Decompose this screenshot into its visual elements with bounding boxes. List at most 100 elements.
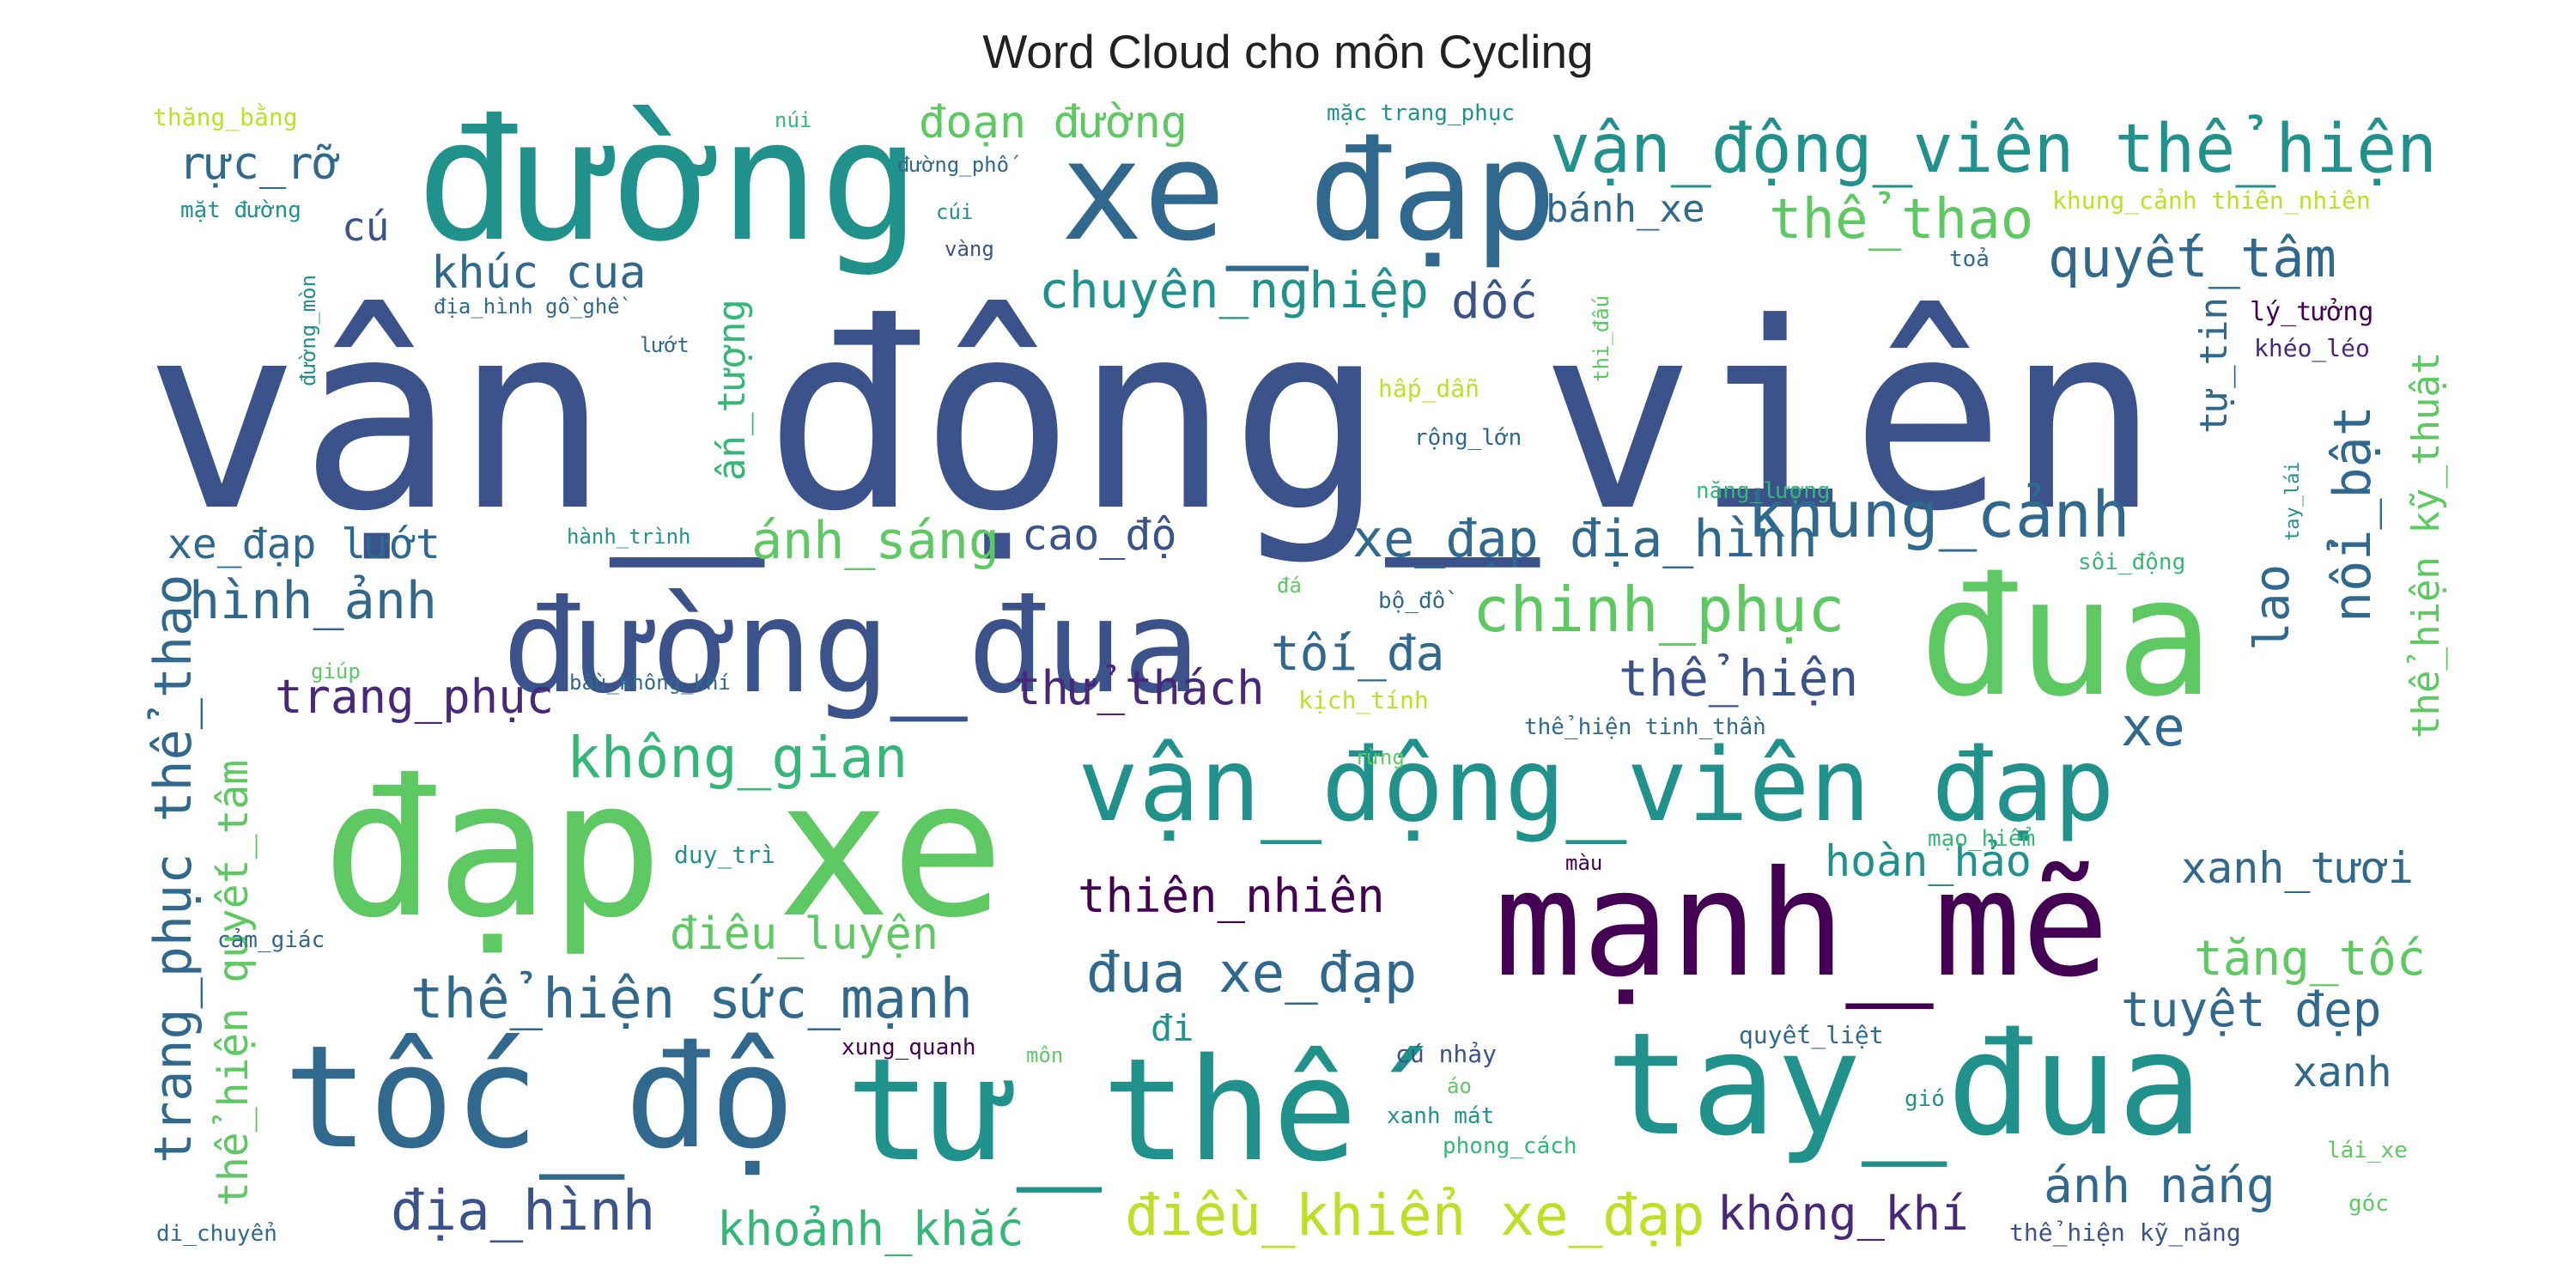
word-80: bầu_không_khí [569,671,731,695]
chart-title: Word Cloud cho môn Cycling [982,25,1594,78]
word-91: quyết_liệt [1739,1021,1884,1050]
word-16: điều_khiển xe_đạp [1125,1182,1705,1249]
word-33: tối_đa [1271,626,1444,682]
word-82: thể_hiện tinh_thần [1524,714,1766,740]
word-64: toả [1949,246,1990,272]
word-5: tốc_độ [283,1015,795,1180]
word-29: tăng_tốc [2194,931,2426,987]
word-77: đá [1277,574,1302,598]
word-52: thể_hiện quyết_tâm [210,760,258,1206]
word-32: trang_phục [275,670,554,724]
word-53: tự_tin [2192,297,2236,434]
word-2: đường [416,83,920,278]
word-60: mặt đường [180,197,301,223]
word-69: lý_tưởng [2250,297,2374,327]
word-97: góc [2348,1191,2389,1217]
word-13: chinh_phục [1473,574,1844,646]
word-14: ánh_sáng [751,511,999,571]
word-46: lao [2245,564,2300,651]
word-11: vận_động_viên thể_hiện [1550,111,2437,188]
word-98: di_chuyển [156,1221,277,1247]
word-92: áo [1447,1074,1472,1098]
word-68: thi_đấu [1589,295,1613,382]
word-1: đạp xe [322,739,1005,959]
word-12: khung_cảnh [1747,478,2130,552]
word-56: thăng_bằng [153,101,298,132]
word-96: lái_xe [2327,1138,2408,1163]
word-20: trang_phục thể_thao [143,574,204,1163]
word-84: duy_trì [674,841,775,870]
word-22: thể_thao [1769,188,2033,252]
word-28: tuyệt đẹp [2121,982,2381,1038]
word-27: thể_hiện [1619,649,1858,708]
word-63: khung_cảnh thiên_nhiên [2052,186,2371,216]
word-31: thử_thách [1013,661,1265,715]
word-17: không_gian [567,725,908,791]
word-90: cú nhảy [1395,1040,1497,1068]
word-42: khúc cua [431,247,646,299]
word-48: cao_độ [1022,510,1177,560]
word-76: sôi_động [2078,550,2185,575]
word-99: thể_hiện kỹ_năng [2009,1218,2241,1248]
word-73: tay_lái [2282,461,2304,541]
word-0: vận_động_viên [144,268,2160,571]
word-89: môn [1026,1043,1063,1067]
word-62: vàng [945,237,994,261]
word-19: xe_đạp địa_hình [1352,509,1818,569]
word-4: mạnh_mẽ [1494,840,2109,1010]
word-36: ánh nắng [2044,1158,2275,1214]
word-61: cúi [936,200,973,224]
word-88: xung_quanh [841,1035,976,1060]
word-44: dốc [1451,274,1538,330]
word-59: đường_phố [897,153,1019,177]
word-71: hấp_dẫn [1378,374,1479,404]
word-8: xe_đạp [1060,111,1557,271]
word-70: khéo_léo [2254,334,2370,363]
word-45: xe [2121,696,2185,758]
word-66: địa_hình gồ_ghề [434,295,628,319]
word-49: xe_đạp lướt [167,520,440,568]
word-21: quyết_tâm [2048,227,2336,289]
word-79: giúp [311,659,361,683]
word-81: kịch_tính [1298,686,1429,715]
word-40: rực_rỡ [179,138,340,190]
word-51: thể_hiện kỹ_thuật [2404,352,2448,738]
word-9: đường_đua [502,573,1200,722]
word-86: mạo_hiểm [1928,826,2035,852]
word-78: bộ_đồ [1378,588,1454,614]
word-85: màu [1565,851,1602,875]
word-24: chuyên_nghiệp [1039,261,1429,319]
word-38: hoàn_hảo [1825,836,2032,886]
word-6: tư_thế [846,1028,1424,1193]
word-65: đường_mòn [296,275,320,386]
word-50: ấn_tượng [710,299,754,481]
word-3: đua [1919,543,2214,732]
word-30: thiên_nhiên [1078,869,1385,923]
word-7: tay_đua [1606,1002,2202,1167]
word-94: xanh mát [1387,1103,1494,1129]
word-41: đoạn đường [919,97,1188,149]
word-37: xanh_tươi [2181,843,2414,893]
word-10: vận_động_viên đạp [1078,726,2115,844]
word-47: xanh [2293,1048,2392,1097]
word-26: địa_hình [391,1180,655,1243]
word-75: hành_trình [567,525,691,549]
word-15: thể_hiện sức_mạnh [410,968,973,1031]
word-67: lướt [640,333,690,357]
word-83: rừng [1355,745,1405,769]
word-58: mặc trang_phục [1327,100,1515,126]
word-57: núi [775,108,811,132]
word-18: đua xe_đạp [1086,942,1417,1005]
word-39: điêu_luyện [670,908,939,960]
word-34: khoảnh_khắc [717,1202,1024,1256]
word-54: cú [342,204,389,250]
word-25: hình_ảnh [189,571,437,631]
word-23: nổi_bật [2323,405,2383,623]
word-43: bánh_xe [1546,187,1704,231]
word-95: phong_cách [1443,1133,1577,1159]
word-87: cảm_giác [217,927,325,953]
word-93: gió [1905,1086,1945,1112]
word-74: năng_lượng [1696,478,1831,504]
